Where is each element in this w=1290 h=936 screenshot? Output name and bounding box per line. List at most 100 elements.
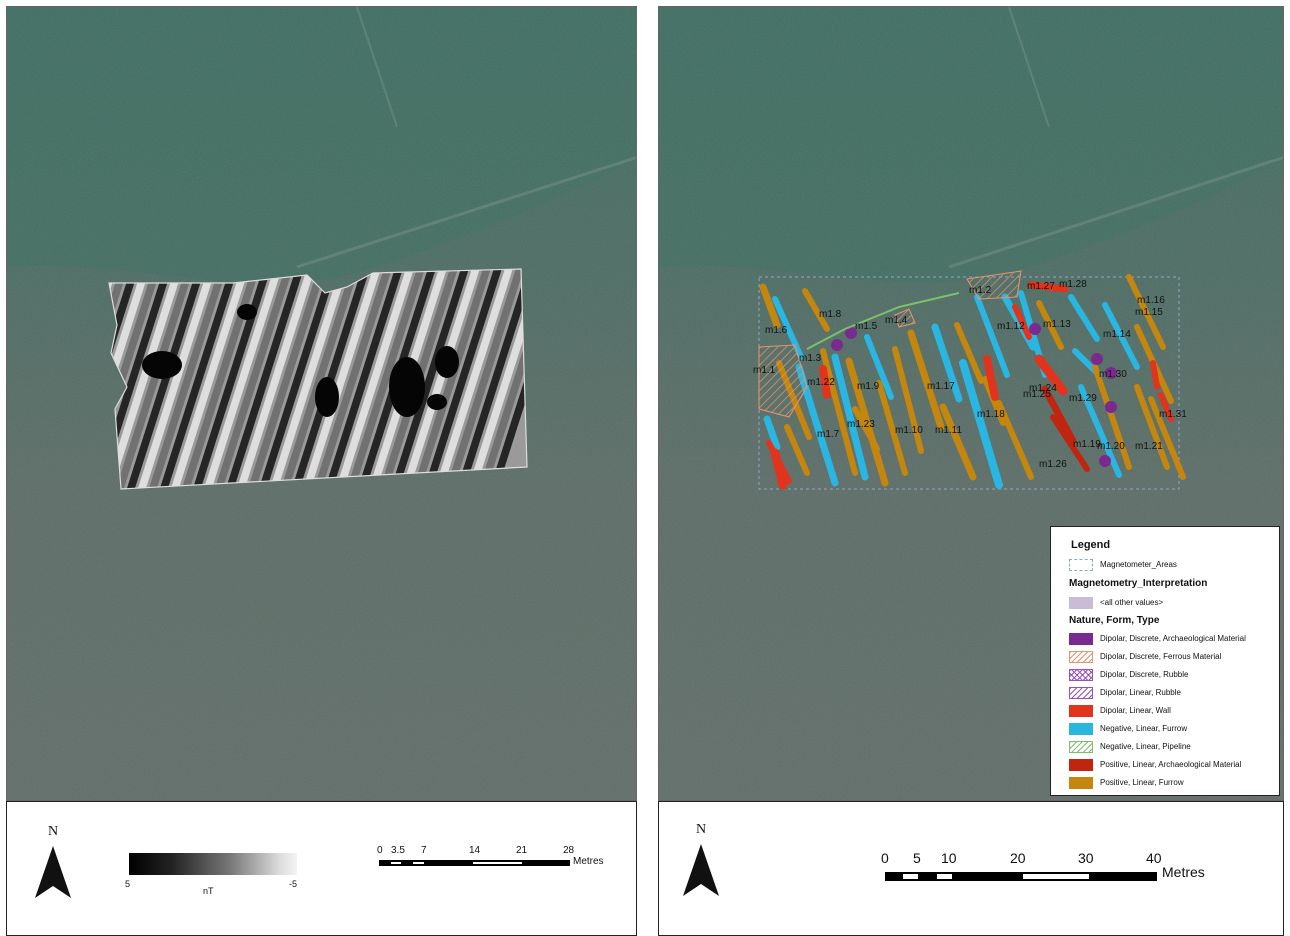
anomaly-feature-1 — [772, 296, 804, 360]
anomaly-label-21: m1.22 — [807, 377, 835, 388]
legend-row-magnetometer-areas: Magnetometer_Areas — [1069, 559, 1279, 573]
anomaly-feature-8 — [864, 334, 894, 400]
map-legend: Legend Magnetometer_Areas Magnetometry_I… — [1050, 526, 1280, 796]
anomaly-feature-20 — [1036, 300, 1064, 350]
legend-interp-title: Magnetometry_Interpretation — [1069, 578, 1208, 589]
legend-row-2: Dipolar, Discrete, Rubble — [1069, 669, 1279, 683]
scale-unit: Metres — [1162, 864, 1205, 880]
anomaly-label-17: m1.18 — [977, 409, 1005, 420]
anomaly-feature-6 — [831, 353, 869, 481]
left-aerial-map[interactable] — [6, 6, 637, 801]
scale-tick-3: 20 — [1010, 850, 1026, 866]
anomaly-feature-11 — [907, 329, 945, 431]
legend-swatch — [1069, 723, 1093, 735]
scale-tick-1: 5 — [913, 850, 921, 866]
anomaly-feature-31 — [784, 424, 810, 476]
legend-label: Negative, Linear, Pipeline — [1100, 742, 1191, 751]
anomaly-label-26: m1.27 — [1027, 281, 1055, 292]
anomaly-label-30: m1.31 — [1159, 409, 1187, 420]
legend-row-4: Dipolar, Linear, Wall — [1069, 705, 1279, 719]
gradient-min-label: 5 — [125, 879, 131, 889]
legend-swatch — [1069, 597, 1093, 609]
legend-label: Dipolar, Discrete, Rubble — [1100, 670, 1189, 679]
scale-tick-2: 10 — [941, 850, 957, 866]
legend-row-0: Dipolar, Discrete, Archaeological Materi… — [1069, 633, 1279, 647]
legend-label: Magnetometer_Areas — [1100, 560, 1177, 569]
legend-row-3: Dipolar, Linear, Rubble — [1069, 687, 1279, 701]
scale-unit: Metres — [573, 856, 604, 867]
legend-swatch — [1069, 759, 1093, 771]
north-arrow-icon — [683, 844, 719, 896]
anomaly-feature-23 — [1078, 384, 1122, 478]
dipolar-feature-6 — [1099, 455, 1111, 467]
anomaly-feature-7 — [845, 357, 889, 487]
dipolar-feature-0 — [831, 339, 843, 351]
wall-feature-4 — [1041, 385, 1077, 445]
legend-swatch — [1069, 669, 1093, 681]
wall-feature-7 — [1027, 281, 1069, 293]
scale-bar-graphic — [379, 860, 570, 866]
anomaly-label-23: m1.24 — [1029, 383, 1057, 394]
legend-label: Negative, Linear, Furrow — [1100, 724, 1188, 733]
legend-swatch — [1069, 741, 1093, 753]
ferrous-area — [758, 344, 808, 418]
anomaly-feature-26 — [1126, 274, 1166, 350]
anomaly-feature-9 — [876, 380, 908, 476]
wall-feature-1 — [819, 365, 831, 399]
gradient-max-label: -5 — [289, 879, 298, 889]
anomaly-feature-30 — [763, 415, 781, 451]
anomaly-feature-21 — [1068, 294, 1100, 342]
anomaly-label-9: m1.10 — [895, 425, 923, 436]
north-label: N — [695, 822, 707, 837]
anomaly-feature-28 — [1134, 384, 1170, 470]
anomaly-label-4: m1.5 — [855, 321, 878, 332]
scale-bar: 0 3.5 7 14 21 28 Metres — [377, 840, 617, 880]
dipolar-feature-4 — [1105, 367, 1117, 379]
left-map-footer: N 5 nT -5 0 3.5 7 14 21 28 M — [6, 801, 637, 936]
scale-bar: 0 5 10 20 30 40 Metres — [881, 848, 1221, 888]
legend-swatch — [1069, 705, 1093, 717]
legend-title: Legend — [1071, 539, 1111, 551]
anomaly-feature-0 — [759, 283, 781, 329]
anomaly-feature-12 — [931, 323, 963, 403]
anomaly-label-24: m1.25 — [1023, 389, 1051, 400]
scale-tick-5: 40 — [1146, 850, 1162, 866]
legend-label: Positive, Linear, Furrow — [1100, 778, 1184, 787]
anomaly-label-8: m1.9 — [857, 381, 880, 392]
anomaly-feature-13 — [939, 403, 977, 481]
legend-label: Dipolar, Discrete, Archaeological Materi… — [1100, 634, 1246, 643]
anomaly-label-3: m1.4 — [885, 315, 908, 326]
legend-swatch — [1069, 559, 1093, 571]
anomaly-label-11: m1.12 — [997, 321, 1025, 332]
legend-swatch — [1069, 777, 1093, 789]
gradient-unit-label: nT — [203, 886, 214, 896]
anomaly-feature-24 — [1092, 364, 1132, 470]
scale-tick-1: 3.5 — [391, 845, 405, 856]
legend-row-7: Positive, Linear, Archaeological Materia… — [1069, 759, 1279, 773]
anomaly-feature-29 — [1148, 396, 1186, 480]
legend-nft-title: Nature, Form, Type — [1069, 615, 1160, 626]
anomaly-feature-33 — [996, 400, 1034, 480]
ferrous-area-3 — [894, 308, 916, 328]
legend-label: <all other values> — [1100, 598, 1164, 607]
legend-label: Dipolar, Discrete, Ferrous Material — [1100, 652, 1222, 661]
scale-tick-4: 30 — [1078, 850, 1094, 866]
anomaly-label-2: m1.3 — [799, 353, 822, 364]
dipolar-feature-3 — [1091, 353, 1103, 365]
wall-feature-5 — [1050, 414, 1090, 472]
anomaly-feature-15 — [959, 359, 1003, 489]
panel-divider — [643, 0, 652, 935]
left-map-canvas — [7, 7, 636, 800]
anomaly-label-5: m1.6 — [765, 325, 788, 336]
anomaly-feature-32 — [852, 406, 880, 452]
anomaly-feature-2 — [802, 288, 830, 332]
anomaly-label-28: m1.29 — [1069, 393, 1097, 404]
anomaly-label-15: m1.16 — [1137, 295, 1165, 306]
legend-row-6: Negative, Linear, Pipeline — [1069, 741, 1279, 755]
anomaly-feature-25 — [1102, 302, 1140, 370]
anomaly-label-25: m1.26 — [1039, 459, 1067, 470]
anomaly-label-29: m1.30 — [1099, 369, 1127, 380]
anomaly-label-0: m1.1 — [753, 365, 776, 376]
anomaly-label-16: m1.17 — [927, 381, 955, 392]
survey-outline — [108, 268, 528, 490]
